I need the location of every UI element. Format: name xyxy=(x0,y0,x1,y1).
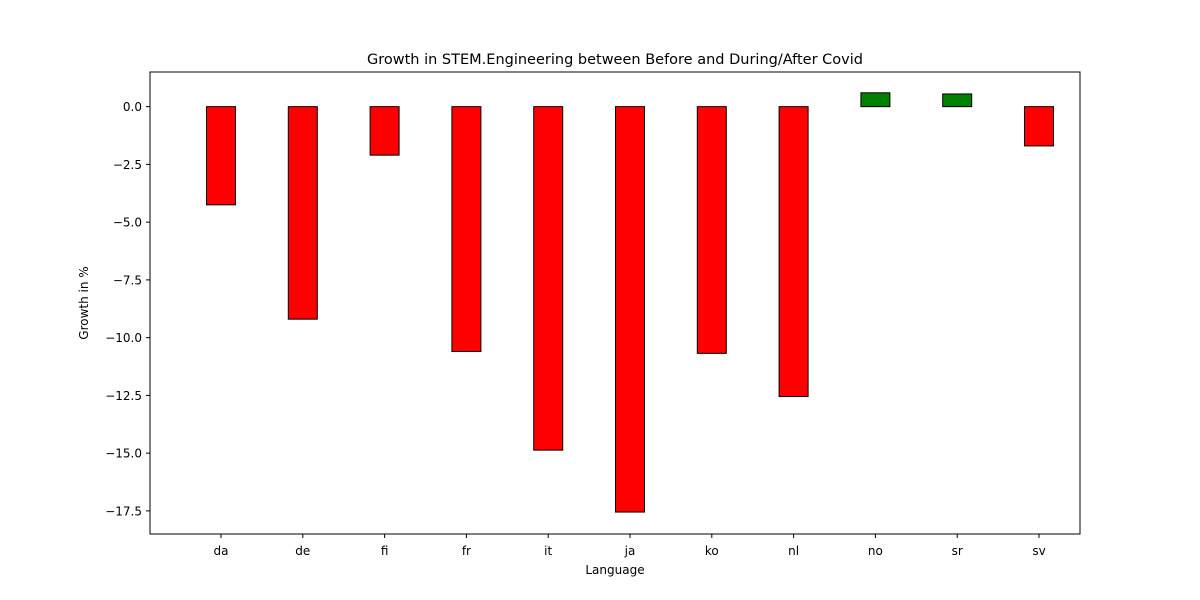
bar-no xyxy=(860,92,891,108)
y-axis-label: Growth in % xyxy=(77,266,91,339)
chart-title: Growth in STEM.Engineering between Befor… xyxy=(367,52,863,68)
bar-ja xyxy=(615,106,645,513)
bar-ko xyxy=(696,106,727,354)
x-axis-label: Language xyxy=(585,563,644,577)
bar-sv xyxy=(1024,106,1054,147)
x-tick-label-ko: ko xyxy=(705,544,719,558)
x-tick-label-de: de xyxy=(295,544,310,558)
y-tick-label: −12.5 xyxy=(105,389,142,403)
x-tick-label-it: it xyxy=(544,544,552,558)
bar-da xyxy=(206,106,236,206)
x-tick-label-fr: fr xyxy=(462,544,471,558)
y-tick-label: 0.0 xyxy=(123,100,142,114)
bar-sr xyxy=(942,93,973,108)
bars-group xyxy=(206,92,1054,513)
bar-fr xyxy=(451,106,482,353)
x-axis: da de fi fr it ja ko nl no sr sv xyxy=(214,534,1046,558)
bar-nl xyxy=(778,106,809,398)
x-tick-label-ja: ja xyxy=(624,544,636,558)
y-tick-label: −17.5 xyxy=(105,504,142,518)
y-tick-label: −5.0 xyxy=(113,216,142,230)
x-tick-label-no: no xyxy=(868,544,883,558)
x-tick-label-da: da xyxy=(214,544,229,558)
x-tick-label-sv: sv xyxy=(1032,544,1045,558)
bar-fi xyxy=(369,106,400,156)
bar-it xyxy=(533,106,564,451)
y-tick-label: −15.0 xyxy=(105,447,142,461)
y-tick-label: −7.5 xyxy=(113,273,142,287)
x-tick-label-sr: sr xyxy=(952,544,963,558)
plot-frame xyxy=(149,71,1081,535)
x-tick-label-nl: nl xyxy=(788,544,799,558)
y-axis: 0.0 −2.5 −5.0 −7.5 −10.0 −12.5 −15.0 −17.5 xyxy=(105,100,150,518)
y-tick-label: −2.5 xyxy=(113,158,142,172)
y-tick-label: −10.0 xyxy=(105,331,142,345)
bar-de xyxy=(287,106,318,320)
x-tick-label-fi: fi xyxy=(381,544,389,558)
